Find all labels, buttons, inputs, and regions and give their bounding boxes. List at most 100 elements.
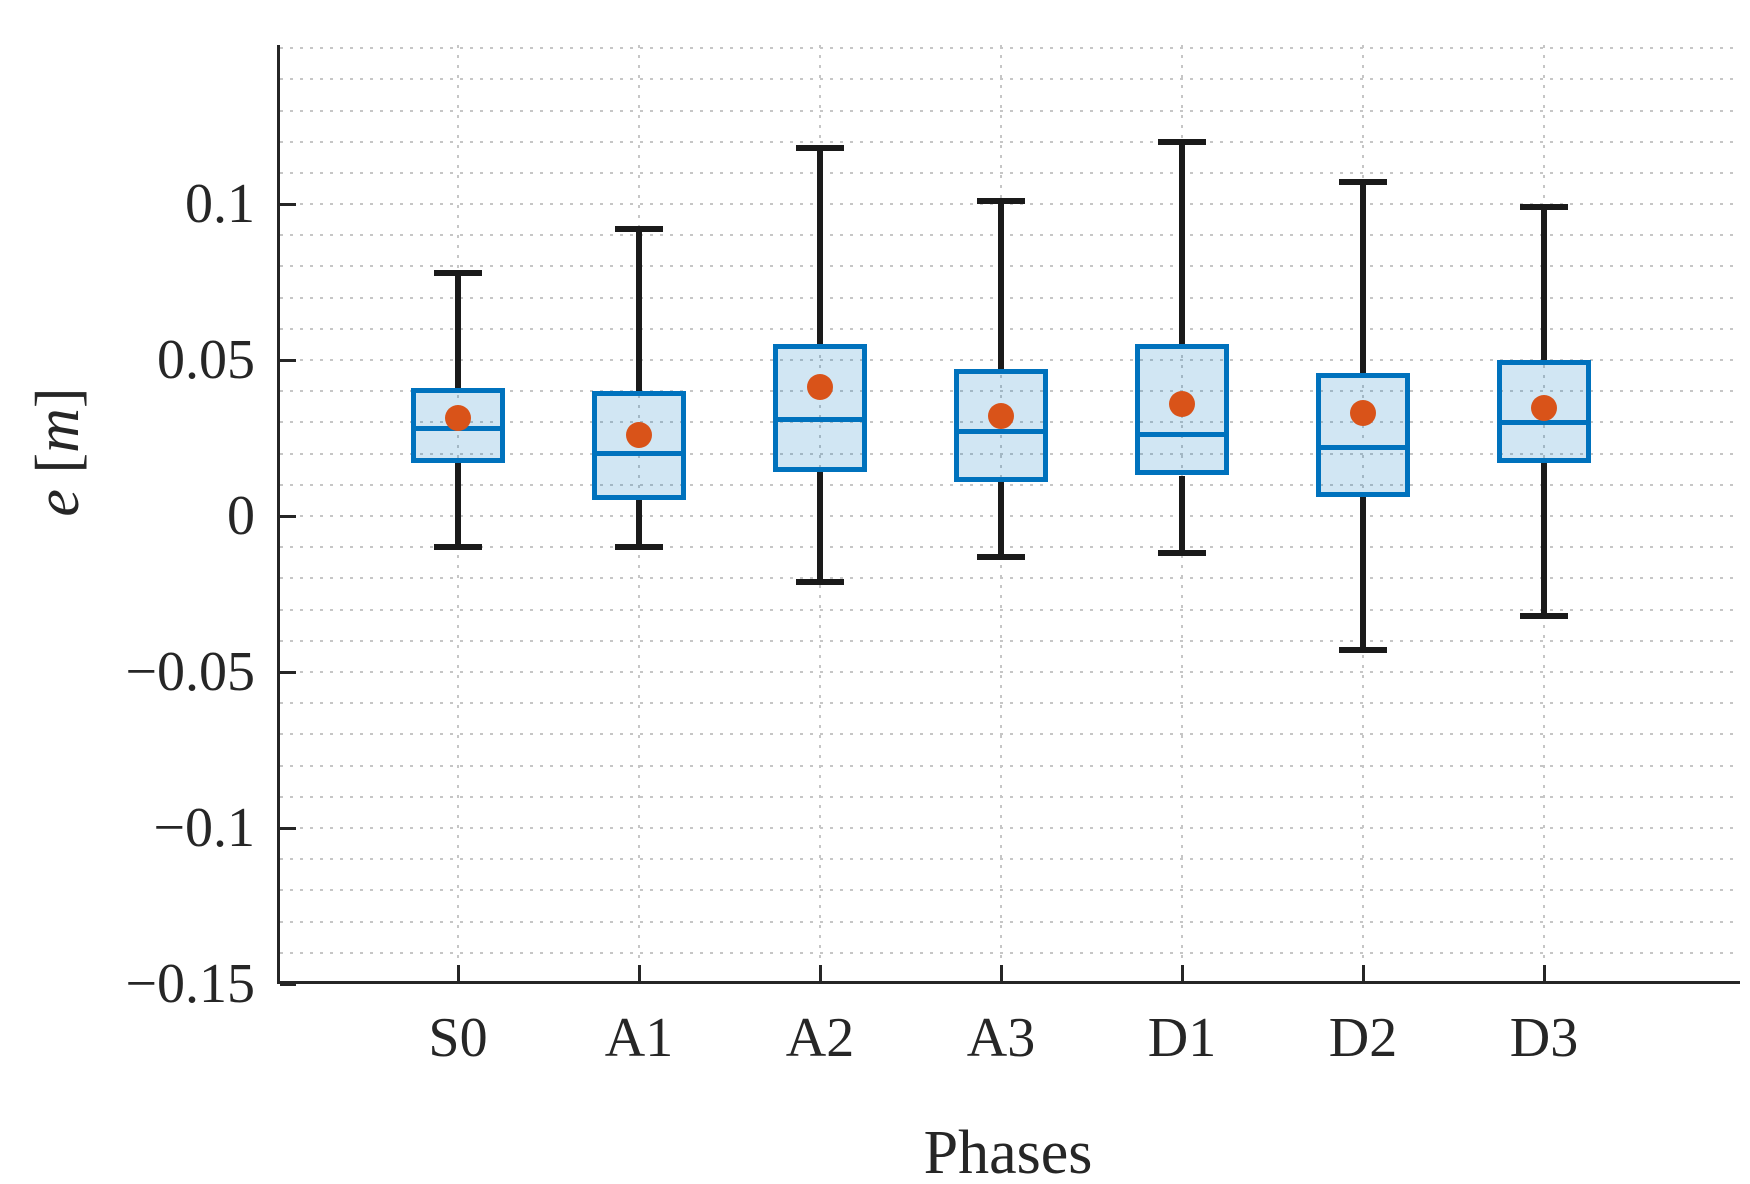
y-tick-label: 0 (227, 485, 255, 548)
whisker-upper-A1 (636, 229, 642, 392)
y-tick-mark (280, 202, 296, 206)
median-D2 (1316, 444, 1410, 450)
gridline-horizontal (280, 827, 1740, 830)
y-tick-mark (280, 358, 296, 362)
gridline-horizontal (280, 577, 1740, 580)
x-tick-label-A3: A3 (966, 1007, 1036, 1069)
mean-marker-D1 (1169, 390, 1195, 417)
y-tick-label: −0.15 (125, 953, 255, 1015)
mean-marker-A3 (988, 403, 1014, 430)
y-axis-line (277, 45, 280, 984)
whisker-cap-upper-S0 (434, 269, 482, 276)
x-tick-label-D3: D3 (1509, 1007, 1579, 1069)
whisker-cap-lower-S0 (434, 544, 482, 551)
y-tick-label: −0.05 (125, 641, 255, 704)
gridline-horizontal (280, 764, 1740, 767)
gridline-horizontal (280, 452, 1740, 455)
box-A2 (773, 344, 867, 473)
y-axis-open-bracket: [ (24, 452, 92, 474)
whisker-lower-D1 (1179, 475, 1185, 554)
whisker-lower-A2 (817, 472, 823, 582)
x-tick-mark (456, 965, 460, 981)
gridline-horizontal (280, 140, 1740, 143)
whisker-lower-D2 (1360, 497, 1366, 651)
median-A3 (954, 429, 1048, 435)
whisker-upper-D1 (1179, 141, 1185, 345)
whisker-cap-lower-A2 (796, 578, 844, 585)
median-D3 (1497, 419, 1591, 425)
x-tick-mark (637, 965, 641, 981)
y-axis-symbol: e (24, 489, 92, 517)
y-tick-mark (280, 982, 296, 986)
y-tick-label: −0.1 (153, 797, 255, 860)
whisker-upper-D3 (1541, 207, 1547, 361)
x-tick-mark (1180, 965, 1184, 981)
gridline-horizontal (280, 171, 1740, 174)
mean-marker-D3 (1531, 395, 1557, 422)
whisker-upper-S0 (455, 272, 461, 389)
whisker-lower-A3 (998, 481, 1004, 557)
whisker-cap-upper-D2 (1339, 179, 1387, 186)
y-axis-unit: m (24, 408, 92, 453)
whisker-cap-upper-D1 (1158, 138, 1206, 145)
gridline-horizontal (280, 390, 1740, 393)
whisker-upper-A2 (817, 147, 823, 345)
whisker-cap-upper-A2 (796, 144, 844, 151)
plot-area (277, 45, 1740, 986)
gridline-horizontal (280, 951, 1740, 954)
y-tick-mark (280, 826, 296, 830)
whisker-lower-S0 (455, 463, 461, 548)
gridline-horizontal (280, 733, 1740, 736)
x-axis-title: Phases (923, 1119, 1093, 1184)
y-tick-mark (280, 670, 296, 674)
x-tick-mark (999, 965, 1003, 981)
whisker-cap-lower-A1 (615, 544, 663, 551)
median-A2 (773, 416, 867, 422)
whisker-cap-upper-A1 (615, 226, 663, 233)
whisker-upper-A3 (998, 200, 1004, 370)
y-axis-title: e [m] (23, 387, 93, 516)
gridline-horizontal (280, 203, 1740, 206)
whisker-cap-upper-A3 (977, 197, 1025, 204)
gridline-horizontal (280, 78, 1740, 81)
gridline-horizontal (280, 702, 1740, 705)
gridline-horizontal (280, 920, 1740, 923)
gridline-horizontal (280, 608, 1740, 611)
whisker-lower-D3 (1541, 463, 1547, 616)
whisker-cap-lower-D1 (1158, 550, 1206, 557)
gridline-horizontal (280, 359, 1740, 362)
gridline-horizontal (280, 483, 1740, 486)
gridline-horizontal (280, 671, 1740, 674)
mean-marker-D2 (1350, 400, 1376, 427)
box-D2 (1316, 372, 1410, 498)
gridline-horizontal (280, 515, 1740, 518)
x-axis-line (277, 981, 1740, 984)
whisker-cap-lower-A3 (977, 553, 1025, 560)
whisker-upper-D2 (1360, 182, 1366, 373)
x-tick-mark (818, 965, 822, 981)
x-tick-mark (1542, 965, 1546, 981)
gridline-horizontal (280, 327, 1740, 330)
gridline-horizontal (280, 639, 1740, 642)
x-tick-label-S0: S0 (428, 1007, 488, 1069)
y-tick-label: 0.1 (185, 173, 255, 236)
y-tick-label: 0.05 (157, 329, 255, 392)
median-A1 (592, 451, 686, 457)
whisker-cap-upper-D3 (1520, 204, 1568, 211)
gridline-horizontal (280, 296, 1740, 299)
x-tick-label-A2: A2 (785, 1007, 855, 1069)
whisker-lower-A1 (636, 500, 642, 548)
x-tick-label-D1: D1 (1147, 1007, 1217, 1069)
x-tick-label-D2: D2 (1328, 1007, 1398, 1069)
gridline-horizontal (280, 795, 1740, 798)
whisker-cap-lower-D3 (1520, 612, 1568, 619)
whisker-cap-lower-D2 (1339, 647, 1387, 654)
gridline-horizontal (280, 546, 1740, 549)
x-tick-mark (1361, 965, 1365, 981)
y-tick-mark (280, 514, 296, 518)
x-tick-label-A1: A1 (604, 1007, 674, 1069)
mean-marker-A1 (626, 421, 652, 448)
mean-marker-S0 (445, 404, 471, 431)
gridline-horizontal (280, 858, 1740, 861)
